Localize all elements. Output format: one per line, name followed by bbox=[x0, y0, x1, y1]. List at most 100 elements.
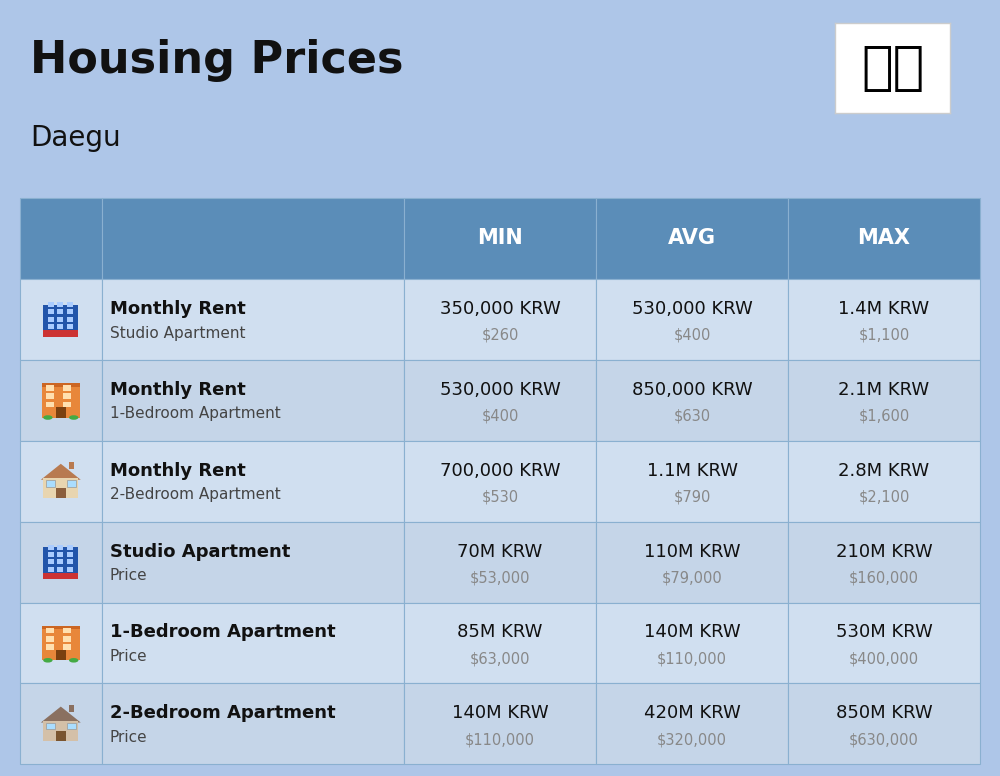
Bar bbox=[596, 521, 788, 602]
Bar bbox=[56, 488, 66, 498]
Text: 850,000 KRW: 850,000 KRW bbox=[632, 381, 752, 399]
Bar bbox=[69, 462, 74, 469]
Bar bbox=[102, 441, 404, 521]
Text: MIN: MIN bbox=[477, 228, 523, 248]
Bar bbox=[67, 480, 76, 487]
Bar bbox=[57, 567, 63, 572]
Bar bbox=[788, 441, 980, 521]
Text: $160,000: $160,000 bbox=[849, 570, 919, 586]
Text: 2-Bedroom Apartment: 2-Bedroom Apartment bbox=[110, 705, 335, 722]
Bar bbox=[67, 310, 73, 314]
Ellipse shape bbox=[43, 415, 53, 420]
Bar bbox=[43, 721, 78, 741]
Bar bbox=[102, 602, 404, 684]
Text: 420M KRW: 420M KRW bbox=[644, 705, 740, 722]
Text: $530: $530 bbox=[481, 490, 519, 505]
Bar bbox=[20, 521, 102, 602]
Bar bbox=[48, 552, 54, 557]
Text: $79,000: $79,000 bbox=[662, 570, 722, 586]
Bar bbox=[57, 559, 63, 564]
Bar bbox=[43, 547, 78, 580]
Bar bbox=[46, 401, 54, 407]
Text: $1,600: $1,600 bbox=[858, 409, 910, 424]
Bar bbox=[20, 360, 102, 441]
Bar bbox=[102, 684, 404, 764]
Bar bbox=[48, 324, 54, 329]
Bar bbox=[48, 567, 54, 572]
Bar bbox=[596, 441, 788, 521]
Bar bbox=[46, 628, 54, 633]
Text: AVG: AVG bbox=[668, 228, 716, 248]
Text: 2.1M KRW: 2.1M KRW bbox=[838, 381, 930, 399]
Text: $2,100: $2,100 bbox=[858, 490, 910, 505]
Text: MAX: MAX bbox=[858, 228, 910, 248]
Bar bbox=[42, 385, 80, 417]
Bar bbox=[596, 684, 788, 764]
Bar bbox=[43, 478, 78, 498]
Text: 1.1M KRW: 1.1M KRW bbox=[647, 462, 738, 480]
Bar bbox=[20, 198, 102, 279]
Text: 850M KRW: 850M KRW bbox=[836, 705, 932, 722]
Bar bbox=[63, 393, 71, 399]
Text: 85M KRW: 85M KRW bbox=[457, 623, 543, 642]
Bar bbox=[596, 602, 788, 684]
Bar bbox=[596, 198, 788, 279]
Bar bbox=[57, 310, 63, 314]
Bar bbox=[404, 602, 596, 684]
Bar bbox=[20, 441, 102, 521]
Text: 110M KRW: 110M KRW bbox=[644, 542, 740, 560]
Bar bbox=[48, 317, 54, 321]
Bar bbox=[63, 644, 71, 650]
Bar bbox=[788, 521, 980, 602]
Text: $260: $260 bbox=[481, 328, 519, 343]
Text: Monthly Rent: Monthly Rent bbox=[110, 381, 245, 399]
Bar bbox=[46, 393, 54, 399]
Bar bbox=[69, 705, 74, 712]
Bar bbox=[48, 559, 54, 564]
Bar bbox=[67, 302, 73, 307]
Bar bbox=[20, 602, 102, 684]
Text: Price: Price bbox=[110, 568, 147, 584]
Text: 350,000 KRW: 350,000 KRW bbox=[440, 300, 560, 317]
Bar bbox=[42, 628, 80, 660]
Bar bbox=[67, 723, 76, 729]
Bar bbox=[43, 573, 78, 580]
Polygon shape bbox=[41, 464, 81, 480]
Text: 1.4M KRW: 1.4M KRW bbox=[838, 300, 930, 317]
Bar bbox=[102, 360, 404, 441]
Bar bbox=[788, 602, 980, 684]
Bar bbox=[788, 279, 980, 360]
Bar bbox=[63, 636, 71, 642]
Text: 530,000 KRW: 530,000 KRW bbox=[632, 300, 752, 317]
Bar bbox=[57, 552, 63, 557]
Text: Studio Apartment: Studio Apartment bbox=[110, 542, 290, 560]
Bar bbox=[404, 521, 596, 602]
Ellipse shape bbox=[69, 658, 78, 663]
Bar bbox=[20, 684, 102, 764]
Text: $790: $790 bbox=[673, 490, 711, 505]
Text: 1-Bedroom Apartment: 1-Bedroom Apartment bbox=[110, 407, 280, 421]
Bar bbox=[788, 360, 980, 441]
Bar bbox=[67, 317, 73, 321]
Text: Monthly Rent: Monthly Rent bbox=[110, 300, 245, 317]
Bar bbox=[20, 279, 102, 360]
Text: 2.8M KRW: 2.8M KRW bbox=[838, 462, 930, 480]
Text: $630: $630 bbox=[673, 409, 711, 424]
Bar bbox=[67, 545, 73, 549]
Text: 140M KRW: 140M KRW bbox=[452, 705, 548, 722]
Bar bbox=[46, 644, 54, 650]
Bar bbox=[42, 383, 80, 386]
Bar bbox=[48, 310, 54, 314]
Bar bbox=[56, 650, 66, 660]
Text: $110,000: $110,000 bbox=[465, 733, 535, 747]
Text: 🇰🇷: 🇰🇷 bbox=[861, 42, 924, 94]
Bar bbox=[596, 279, 788, 360]
Text: $1,100: $1,100 bbox=[858, 328, 910, 343]
Bar bbox=[63, 385, 71, 390]
Text: $400,000: $400,000 bbox=[849, 652, 919, 667]
Bar bbox=[46, 385, 54, 390]
Bar bbox=[102, 521, 404, 602]
Bar bbox=[63, 628, 71, 633]
Bar bbox=[404, 684, 596, 764]
Text: 140M KRW: 140M KRW bbox=[644, 623, 740, 642]
